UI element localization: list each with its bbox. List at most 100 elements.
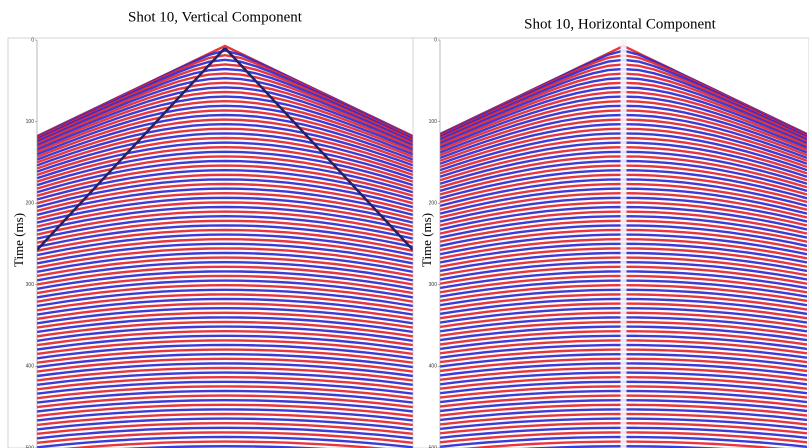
stripe (37, 145, 413, 183)
stripe (37, 366, 413, 382)
stripe (37, 371, 413, 386)
stripe (37, 357, 413, 373)
stripe (37, 164, 413, 197)
y-tick-label: 500 (26, 445, 35, 448)
stripe (37, 191, 413, 220)
stripe (37, 412, 413, 427)
stripe (37, 403, 413, 418)
stripe (37, 141, 413, 180)
y-tick-label: 0 (434, 37, 437, 43)
stripe (37, 118, 413, 164)
y-tick-label: 300 (26, 282, 35, 288)
stripe (37, 270, 413, 290)
stripe (37, 389, 413, 404)
stripe (37, 214, 413, 240)
stripe (37, 297, 413, 316)
stripe (37, 435, 413, 448)
panel: 0 100 200 300 400 500 Shot 10, Horizontal Comp… (412, 16, 809, 448)
stripe (37, 90, 413, 149)
stripe (37, 398, 413, 413)
stripe (37, 274, 413, 295)
stripe (37, 99, 413, 153)
stripe (37, 210, 413, 236)
stripe (37, 343, 413, 360)
y-tick-label: 300 (429, 282, 438, 288)
direct-wave (37, 47, 226, 251)
stripe (37, 385, 413, 400)
y-tick-label: 100 (26, 119, 35, 125)
stripe (37, 237, 413, 261)
stripe (37, 104, 413, 156)
stripe (37, 339, 413, 356)
stripe (37, 127, 413, 170)
stripe (63, 440, 387, 448)
stripe (37, 233, 413, 257)
stripe (37, 247, 413, 269)
stripe (37, 63, 413, 140)
stripe (37, 316, 413, 334)
stripe (37, 76, 413, 143)
stripe (37, 279, 413, 299)
stripe (37, 136, 413, 177)
stripe (37, 421, 413, 435)
stripe (37, 178, 413, 209)
panel: 0 100 200 300 400 500 Shot 10, Vertical Compon… (7, 9, 416, 448)
stripe (37, 417, 413, 431)
chart-title: Shot 10, Vertical Component (128, 9, 303, 25)
stripe (37, 67, 413, 141)
seismic-image (37, 44, 413, 448)
stripe (37, 325, 413, 342)
stripe (37, 219, 413, 244)
stripe (37, 256, 413, 278)
stripe (37, 201, 413, 228)
stripe (37, 155, 413, 190)
stripe (37, 380, 413, 395)
y-tick-label: 500 (429, 445, 438, 448)
y-tick-label: 400 (429, 364, 438, 370)
stripe (37, 122, 413, 167)
stripe (37, 408, 413, 422)
stripe (37, 431, 413, 444)
stripe (37, 113, 413, 161)
stripe (37, 95, 413, 151)
stripe (37, 205, 413, 232)
y-axis-label: Time (ms) (11, 213, 26, 267)
stripe (37, 132, 413, 173)
stripe (37, 265, 413, 286)
stripe (37, 302, 413, 321)
stripe (37, 109, 413, 159)
y-tick-label: 100 (429, 119, 438, 125)
stripe (37, 283, 413, 303)
chart-title: Shot 10, Horizontal Component (524, 16, 716, 32)
stripe (37, 242, 413, 265)
stripe (37, 86, 413, 147)
y-tick-label: 200 (26, 201, 35, 207)
y-axis-label: Time (ms) (419, 213, 434, 267)
y-tick-label: 400 (26, 364, 35, 370)
stripe (37, 187, 413, 216)
direct-wave (224, 47, 413, 251)
stripe (37, 251, 413, 273)
y-tick-label: 200 (429, 201, 438, 207)
stripe (37, 81, 413, 145)
stripe (37, 334, 413, 351)
stripe (37, 288, 413, 308)
center-gap (620, 40, 627, 448)
seismic-image (440, 40, 807, 448)
stripe (37, 311, 413, 329)
stripe (37, 362, 413, 378)
stripe (37, 159, 413, 194)
stripe (37, 260, 413, 282)
stripe (37, 320, 413, 338)
stripe (37, 182, 413, 213)
stripe (37, 224, 413, 248)
stripe (37, 306, 413, 325)
stripe (37, 394, 413, 409)
stripe (37, 150, 413, 187)
stripe (37, 72, 413, 142)
stripe (37, 173, 413, 205)
stripe (37, 348, 413, 364)
stripe (37, 329, 413, 347)
stripe (37, 228, 413, 253)
